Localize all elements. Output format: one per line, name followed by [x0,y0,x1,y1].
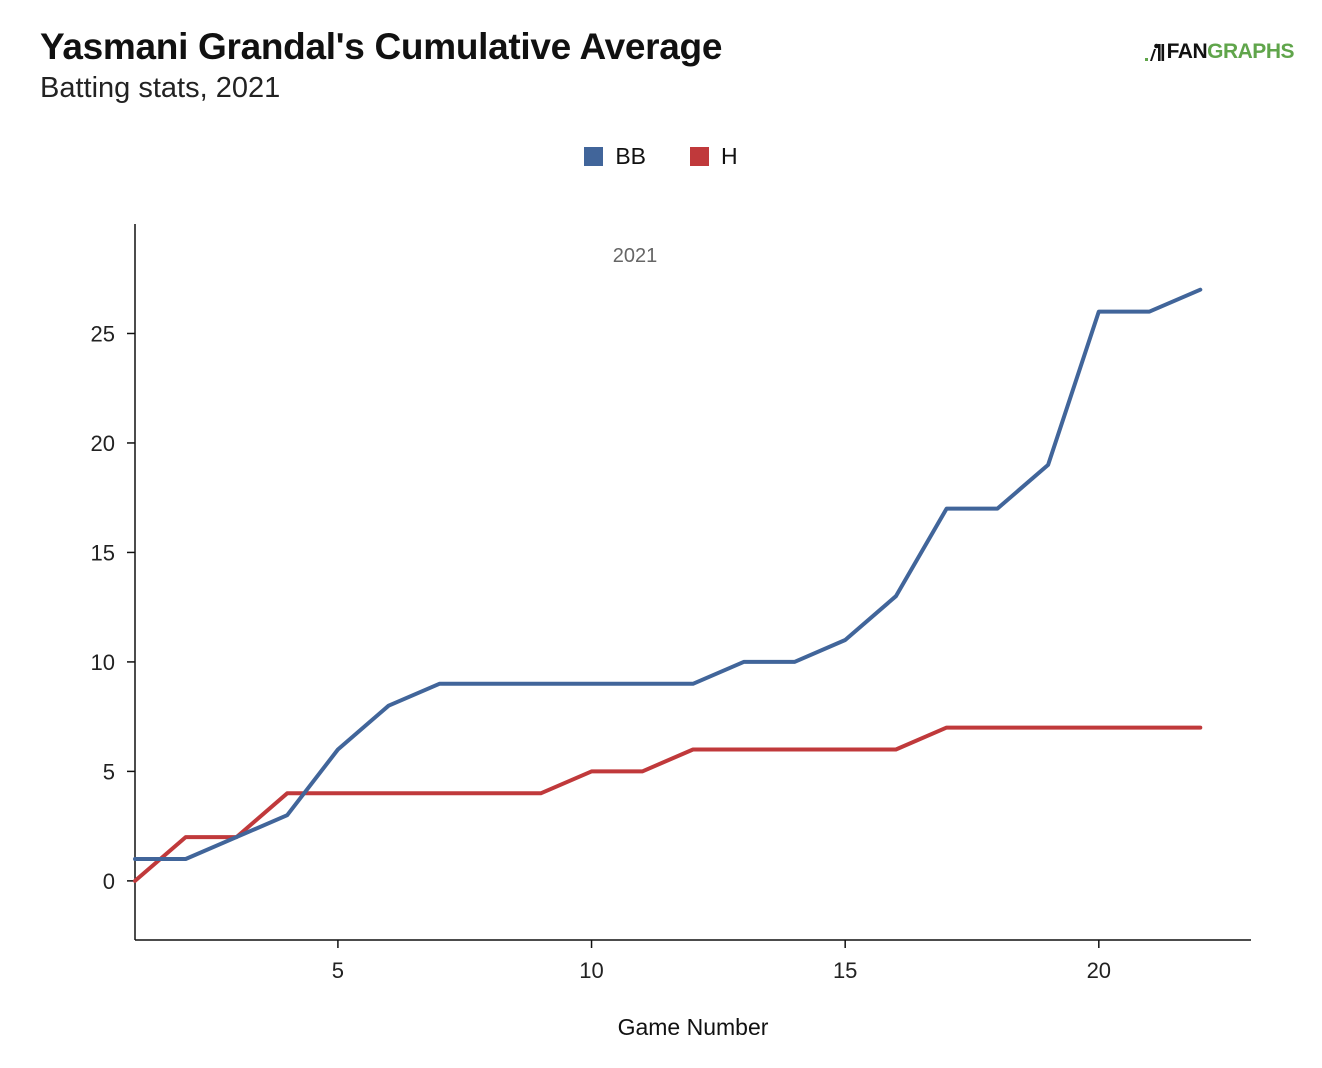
series-line-h [133,725,1203,883]
y-tick-label-5: 5 [103,759,115,784]
x-tick-label-20: 20 [1087,958,1111,983]
chart-legend: BB H [0,143,1322,170]
x-tick-label-5: 5 [332,958,344,983]
y-tick-label-25: 25 [91,321,115,346]
legend-label-bb: BB [615,143,647,169]
chart-title: Yasmani Grandal's Cumulative Average [40,26,723,67]
legend-item-bb[interactable]: BB [584,143,646,170]
chart-subtitle: Batting stats, 2021 [40,72,281,104]
fangraphs-logo[interactable]: FAN GRAPHS [1143,38,1294,66]
y-tick-label-20: 20 [91,431,115,456]
logo-text-fan: FAN [1166,40,1208,63]
y-tick-label-10: 10 [91,650,115,675]
x-tick-label-15: 15 [833,958,857,983]
series-line-bb [133,287,1203,861]
fangraphs-batter-icon [1144,43,1164,61]
legend-item-h[interactable]: H [690,143,738,170]
legend-swatch-h [690,147,710,166]
y-tick-label-15: 15 [91,540,115,565]
x-axis-title: Game Number [618,1014,769,1040]
legend-swatch-bb [584,147,604,166]
legend-label-h: H [721,143,738,169]
y-tick-label-0: 0 [103,869,115,894]
logo-text-graphs: GRAPHS [1207,40,1294,63]
chart-annotation: 2021 [613,245,658,267]
x-tick-label-10: 10 [579,958,603,983]
